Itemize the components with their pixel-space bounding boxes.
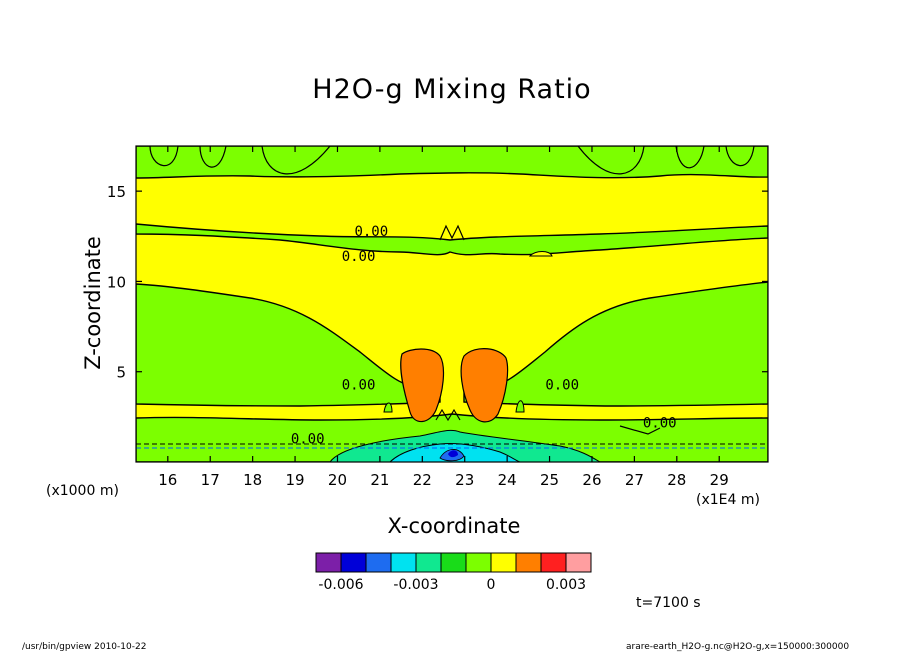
contour-label: 0.00 <box>342 249 376 265</box>
x-tick-label: 16 <box>158 471 177 489</box>
y-tick-label: 5 <box>116 364 126 382</box>
colorbar: -0.006 -0.003 0 0.003 <box>315 552 592 593</box>
y-axis-label: Z-coordinate <box>81 236 105 370</box>
x-tick-label: 25 <box>540 471 559 489</box>
colorbar-swatch <box>490 552 517 573</box>
contour-labels: 0.00 0.00 0.00 0.00 0.00 0.00 <box>291 224 677 448</box>
colorbar-swatch <box>465 552 492 573</box>
colorbar-label: -0.006 <box>318 577 363 593</box>
x-tick-label: 28 <box>667 471 686 489</box>
y-axis-ticks: 5 10 15 <box>107 183 768 382</box>
chart-title: H2O-g Mixing Ratio <box>312 74 592 105</box>
colorbar-swatch <box>440 552 467 573</box>
x-tick-label: 20 <box>328 471 347 489</box>
x-tick-label: 26 <box>582 471 601 489</box>
colorbar-swatch <box>415 552 442 573</box>
x-tick-label: 29 <box>710 471 729 489</box>
colorbar-swatch <box>390 552 417 573</box>
colorbar-label: 0.003 <box>546 577 586 593</box>
x-tick-label: 19 <box>286 471 305 489</box>
contour-label: 0.00 <box>545 377 579 393</box>
footer-right: arare-earth_H2O-g.nc@H2O-g,x=150000:3000… <box>626 642 850 652</box>
colorbar-swatch <box>540 552 567 573</box>
x-tick-label: 22 <box>413 471 432 489</box>
colorbar-swatch <box>565 552 592 573</box>
x-tick-label: 21 <box>370 471 389 489</box>
colorbar-swatch <box>515 552 542 573</box>
x-tick-label: 17 <box>201 471 220 489</box>
colorbar-label: 0 <box>487 577 496 593</box>
x-axis-unit: (x1E4 m) <box>696 492 760 508</box>
y-tick-label: 15 <box>107 183 126 201</box>
x-tick-label: 24 <box>498 471 517 489</box>
contour-label: 0.00 <box>291 432 325 448</box>
contour-label: 0.00 <box>643 415 677 431</box>
y-axis-unit: (x1000 m) <box>46 483 119 499</box>
x-axis-label: X-coordinate <box>387 514 521 538</box>
colorbar-swatch <box>365 552 392 573</box>
colorbar-swatch <box>315 552 342 573</box>
contour-label: 0.00 <box>342 377 376 393</box>
contour-fill <box>136 146 768 462</box>
footer-left: /usr/bin/gpview 2010-10-22 <box>22 642 147 652</box>
x-axis-ticks: 16 17 18 19 20 21 22 23 24 25 26 27 28 29 <box>158 146 729 489</box>
x-tick-label: 23 <box>455 471 474 489</box>
time-annotation: t=7100 s <box>636 595 701 611</box>
x-tick-label: 18 <box>243 471 262 489</box>
contour-label: 0.00 <box>354 224 388 240</box>
x-tick-label: 27 <box>625 471 644 489</box>
plot-frame <box>135 145 769 463</box>
colorbar-swatch <box>340 552 367 573</box>
colorbar-label: -0.003 <box>393 577 438 593</box>
y-tick-label: 10 <box>107 273 126 291</box>
